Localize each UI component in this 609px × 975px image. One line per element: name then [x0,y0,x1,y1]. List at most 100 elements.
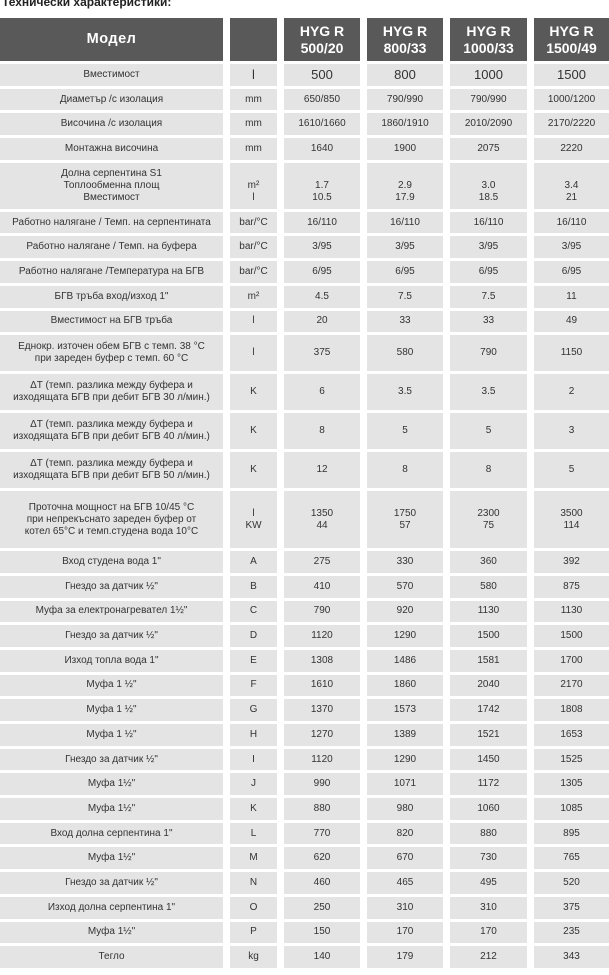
row-label: Муфа 1½" [0,773,223,796]
row-label: Монтажна височина [0,138,223,160]
row-value-line: 730 [480,852,497,864]
row-value: 3/95 [450,236,527,259]
row-unit: K [230,374,277,411]
row-value-line: 18.5 [478,191,499,203]
row-value: 820 [367,822,443,845]
row-value-line: 75 [482,519,495,531]
row-value-line: 770 [313,827,331,839]
row-label-line: Работно налягане / Темп. на серпентината [12,216,211,228]
row-value-line: 3/95 [312,241,332,253]
row-label-line: Гнездо за датчик ½" [65,630,158,642]
row-value: 1270 [284,724,360,746]
row-value-line: 880 [313,802,331,814]
header-model: Модел [0,18,223,61]
row-value: 1521 [450,724,527,746]
row-label-line: изходящата БГВ при дебит БГВ 40 л/мин.) [13,431,210,443]
row-value: 2.9 17.9 [367,162,443,209]
row-value: 800 [367,64,443,86]
row-unit-line: I [252,753,255,765]
row-value: 250 [284,896,360,919]
row-value-line: 360 [480,556,497,568]
row-label-line: Топлообменна площ [63,179,160,191]
row-value: 3/95 [284,236,360,259]
row-value: 1130 [534,600,609,623]
row-unit: E [230,649,277,672]
row-value: 2075 [450,138,527,160]
row-value: 3.5 [367,374,443,411]
row-label: Долна серпентина S1 Топлообменна площ Вмес… [0,162,223,209]
row-value-line: 790 [480,347,497,359]
row-label-line: при зареден буфер с темп. 60 °C [34,353,189,365]
row-value-line: 465 [396,876,414,888]
row-value: 1742 [450,699,527,721]
row-value: 1610 [284,674,360,697]
row-value-line: 8 [402,464,408,476]
row-unit-line: B [250,580,257,592]
row-value: 11 [534,285,609,308]
row-value-line: 6/95 [312,265,332,277]
row-label: Работно налягане / Темп. на серпентината [0,211,223,234]
row-value: 49 [534,310,609,333]
row-value-line: 57 [399,519,411,531]
row-unit-line: mm [245,142,262,154]
row-value: 1653 [534,724,609,746]
row-value-line: 2220 [560,142,583,154]
row-value: 330 [367,551,443,573]
row-value-line: 1270 [310,728,334,740]
row-value-line: 170 [396,926,414,938]
row-value: 16/110 [367,211,443,234]
row-value-line: 1525 [560,753,583,765]
row-unit-line: L [250,827,257,839]
row-value-line: 880 [480,827,497,839]
row-value: 8 [367,452,443,489]
row-value-line: 5 [568,464,575,476]
row-label-line: Муфа 1 ½" [86,704,137,716]
row-value-line: 49 [565,315,578,327]
row-label: БГВ тръба вход/изход 1" [0,285,223,308]
row-value-line: 1900 [393,142,417,154]
row-label-line: Диаметър /с изолация [59,93,164,105]
row-value: 2 [534,374,609,411]
row-value: 980 [367,798,443,820]
header-model-1: HYG R 800/33 [367,18,443,61]
row-value: 580 [367,335,443,372]
row-value: 8 [450,452,527,489]
row-unit-line: P [250,926,257,938]
row-label: Вход долна серпентина 1" [0,822,223,845]
row-unit: l [230,335,277,372]
row-value-line: 920 [396,605,414,617]
row-label: Гнездо за датчик ½" [0,625,223,647]
row-unit: P [230,921,277,944]
row-value: 1308 [284,649,360,672]
row-value-line: 7.5 [481,290,496,302]
row-unit-line: K [250,802,257,814]
row-value-line: 1305 [560,778,583,790]
row-unit-line: bar/°C [239,216,268,228]
row-unit: m² [230,285,277,308]
row-unit-line: K [250,464,257,476]
row-value-line: 1573 [393,704,417,716]
row-value-line: 16/110 [390,216,420,228]
row-value-line: 2170/2220 [547,118,596,130]
row-label-line: Вместимост на БГВ тръба [50,315,173,327]
row-value: 1450 [450,748,527,771]
row-value: 3.0 18.5 [450,162,527,209]
row-value: 790/990 [367,88,443,111]
row-value: 1.7 10.5 [284,162,360,209]
header-model-0: HYG R 500/20 [284,18,360,61]
row-unit: m² l [230,162,277,209]
row-value: 1573 [367,699,443,721]
row-value: 495 [450,872,527,894]
row-value-line: 1.7 [315,179,329,191]
row-value: 2170/2220 [534,113,609,136]
row-unit-line: H [249,728,258,740]
row-value-line: 8 [485,464,492,476]
row-label: Работно налягане /Температура на БГВ [0,261,223,283]
row-unit: G [230,699,277,721]
row-value: 765 [534,847,609,870]
row-label-line: Долна серпентина S1 [61,167,162,179]
row-value: 33 [450,310,527,333]
row-unit: l [230,310,277,333]
row-label-line: Гнездо за датчик ½" [65,753,158,765]
row-value: 1172 [450,773,527,796]
